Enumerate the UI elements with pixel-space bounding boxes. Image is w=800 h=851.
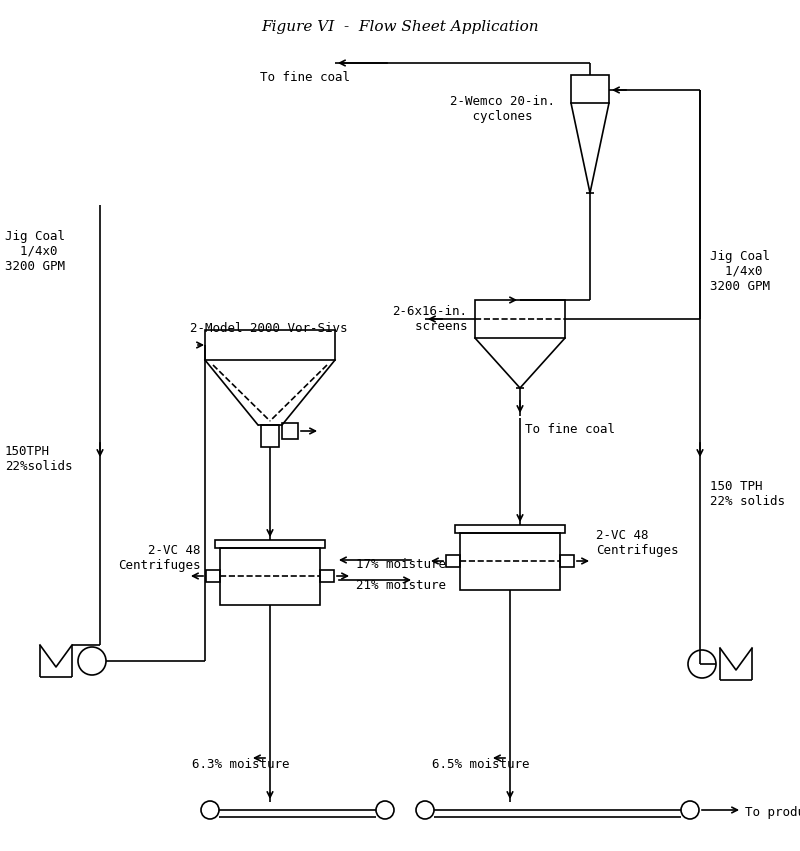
Text: 2-6x16-in.
  screens: 2-6x16-in. screens: [392, 305, 467, 333]
Bar: [206, 570, 220, 582]
Bar: [455, 525, 565, 533]
Text: Jig Coal
  1/4x0
3200 GPM: Jig Coal 1/4x0 3200 GPM: [710, 250, 770, 293]
Bar: [282, 423, 298, 439]
Text: To product: To product: [745, 806, 800, 819]
Text: 6.3% moisture: 6.3% moisture: [192, 758, 290, 771]
Text: 150TPH
22%solids: 150TPH 22%solids: [5, 445, 73, 473]
Bar: [220, 548, 320, 605]
Bar: [446, 555, 460, 567]
Bar: [205, 330, 335, 360]
Text: 2-Wemco 20-in.
   cyclones: 2-Wemco 20-in. cyclones: [450, 95, 555, 123]
Bar: [215, 540, 325, 548]
Bar: [571, 75, 609, 103]
Text: 2-Model 2000 Vor-Sivs: 2-Model 2000 Vor-Sivs: [190, 322, 347, 335]
Text: 6.5% moisture: 6.5% moisture: [432, 758, 530, 771]
Bar: [560, 555, 574, 567]
Text: 21% moisture: 21% moisture: [356, 579, 446, 592]
Text: Figure VI  -  Flow Sheet Application: Figure VI - Flow Sheet Application: [261, 20, 539, 34]
Text: 2-VC 48
Centrifuges: 2-VC 48 Centrifuges: [596, 529, 678, 557]
Bar: [261, 425, 279, 447]
Bar: [475, 300, 565, 338]
Text: 17% moisture: 17% moisture: [356, 558, 446, 571]
Text: 2-VC 48
Centrifuges: 2-VC 48 Centrifuges: [118, 544, 201, 572]
Text: To fine coal: To fine coal: [260, 71, 350, 84]
Text: 150 TPH
22% solids: 150 TPH 22% solids: [710, 480, 785, 508]
Bar: [320, 570, 334, 582]
Text: To fine coal: To fine coal: [525, 423, 615, 436]
Text: Jig Coal
  1/4x0
3200 GPM: Jig Coal 1/4x0 3200 GPM: [5, 230, 65, 273]
Bar: [460, 533, 560, 590]
